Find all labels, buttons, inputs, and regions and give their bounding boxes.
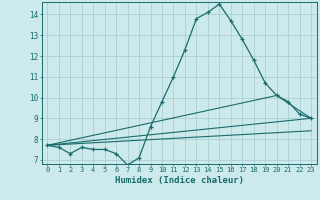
X-axis label: Humidex (Indice chaleur): Humidex (Indice chaleur) bbox=[115, 176, 244, 185]
